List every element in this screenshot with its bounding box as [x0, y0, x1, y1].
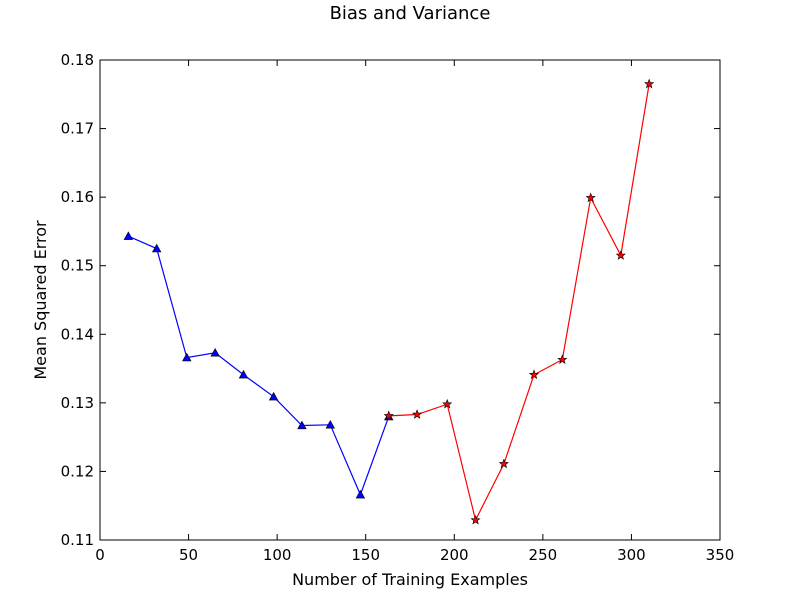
- y-tick-label: 0.17: [61, 120, 94, 138]
- plot-area: [100, 60, 720, 540]
- x-tick-label: 50: [179, 546, 198, 564]
- x-axis: 0 50 100 150 200 250 300 350: [95, 60, 734, 564]
- data-point: [355, 489, 366, 499]
- series-1: [383, 78, 655, 525]
- data-point: [442, 398, 453, 409]
- x-tick-label: 200: [440, 546, 469, 564]
- data-point: [528, 369, 540, 380]
- data-point: [297, 420, 307, 430]
- y-axis-label: Mean Squared Error: [31, 220, 50, 380]
- y-axis: 0.11 0.12 0.13 0.14 0.15 0.16 0.17 0.18: [61, 51, 720, 549]
- x-tick-label: 350: [706, 546, 735, 564]
- data-point: [238, 369, 249, 379]
- data-point: [585, 192, 596, 203]
- chart-title: Bias and Variance: [330, 3, 491, 24]
- data-point: [210, 347, 220, 357]
- y-tick-label: 0.13: [61, 394, 94, 412]
- x-tick-label: 300: [617, 546, 646, 564]
- data-point: [644, 78, 655, 89]
- series-line: [128, 235, 390, 497]
- y-tick-label: 0.14: [61, 325, 94, 343]
- y-tick-label: 0.15: [61, 257, 94, 275]
- x-tick-label: 150: [351, 546, 380, 564]
- data-point: [615, 250, 626, 260]
- y-tick-label: 0.11: [61, 531, 94, 549]
- data-point: [123, 231, 134, 240]
- data-point: [557, 354, 568, 364]
- data-point: [412, 409, 423, 419]
- data-point: [470, 514, 481, 525]
- plot-frame: [99, 59, 721, 541]
- x-tick-label: 250: [529, 546, 558, 564]
- data-point: [325, 419, 335, 429]
- series-line: [388, 83, 650, 522]
- data-point: [498, 458, 509, 469]
- data-point: [182, 352, 192, 362]
- data-point: [268, 391, 279, 401]
- data-point: [383, 410, 394, 421]
- x-tick-label: 100: [263, 546, 292, 564]
- data-point: [151, 243, 162, 253]
- y-tick-label: 0.18: [61, 51, 94, 69]
- y-tick-label: 0.16: [61, 188, 94, 206]
- x-axis-label: Number of Training Examples: [292, 570, 528, 589]
- x-tick-label: 0: [95, 546, 105, 564]
- y-tick-label: 0.12: [61, 462, 94, 480]
- series-layer: [123, 78, 655, 525]
